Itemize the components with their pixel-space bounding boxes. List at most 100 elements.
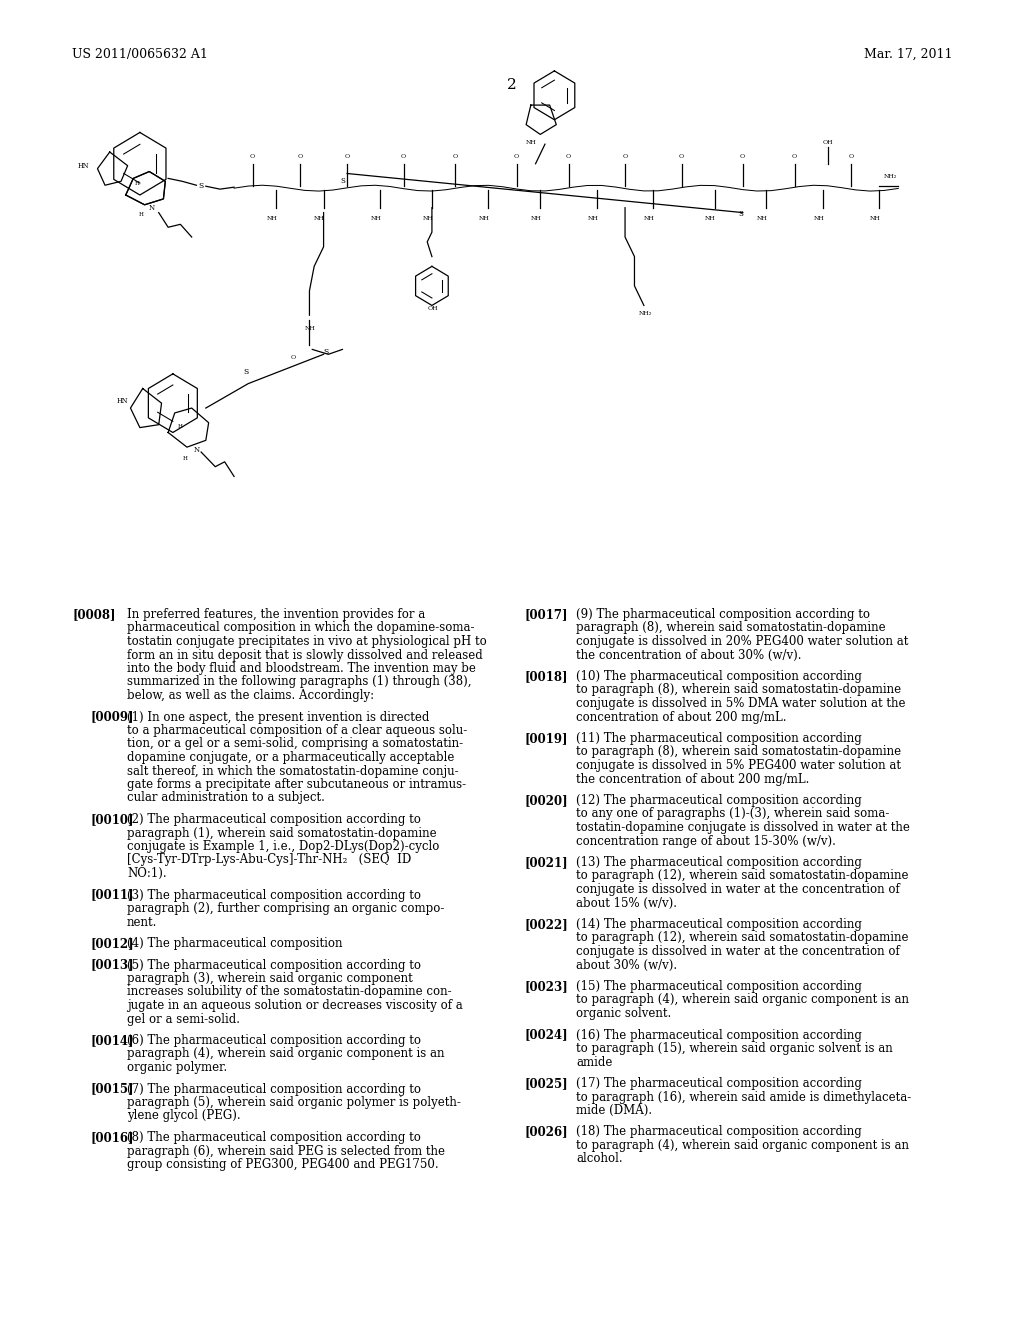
Text: [0016]: [0016]: [90, 1131, 133, 1144]
Text: NH: NH: [757, 215, 768, 220]
Text: paragraph (2), further comprising an organic compo-: paragraph (2), further comprising an org…: [127, 902, 444, 915]
Text: NH: NH: [479, 215, 489, 220]
Text: to paragraph (12), wherein said somatostatin-dopamine: to paragraph (12), wherein said somatost…: [575, 932, 908, 945]
Text: (13) The pharmaceutical composition according: (13) The pharmaceutical composition acco…: [575, 855, 862, 869]
Text: (4) The pharmaceutical composition: (4) The pharmaceutical composition: [127, 937, 342, 950]
Text: H: H: [134, 181, 139, 186]
Text: [Cys-Tyr-DTrp-Lys-Abu-Cys]-Thr-NH₂   (SEQ  ID: [Cys-Tyr-DTrp-Lys-Abu-Cys]-Thr-NH₂ (SEQ …: [127, 854, 412, 866]
Text: the concentration of about 200 mg/mL.: the concentration of about 200 mg/mL.: [575, 772, 809, 785]
Text: [0023]: [0023]: [524, 979, 567, 993]
Text: US 2011/0065632 A1: US 2011/0065632 A1: [72, 48, 208, 61]
Text: H: H: [182, 455, 187, 461]
Text: paragraph (6), wherein said PEG is selected from the: paragraph (6), wherein said PEG is selec…: [127, 1144, 445, 1158]
Text: NH: NH: [305, 326, 315, 331]
Text: NH: NH: [644, 215, 654, 220]
Text: NH: NH: [588, 215, 598, 220]
Text: concentration of about 200 mg/mL.: concentration of about 200 mg/mL.: [575, 710, 786, 723]
Text: amide: amide: [575, 1056, 612, 1068]
Text: tostatin-dopamine conjugate is dissolved in water at the: tostatin-dopamine conjugate is dissolved…: [575, 821, 910, 834]
Text: (15) The pharmaceutical composition according: (15) The pharmaceutical composition acco…: [575, 979, 862, 993]
Text: S: S: [244, 368, 249, 376]
Text: paragraph (5), wherein said organic polymer is polyeth-: paragraph (5), wherein said organic poly…: [127, 1096, 461, 1109]
Text: to paragraph (12), wherein said somatostatin-dopamine: to paragraph (12), wherein said somatost…: [575, 870, 908, 883]
Text: (8) The pharmaceutical composition according to: (8) The pharmaceutical composition accor…: [127, 1131, 421, 1144]
Text: In preferred features, the invention provides for a: In preferred features, the invention pro…: [127, 609, 425, 620]
Text: conjugate is Example 1, i.e., Dop2-DLys(Dop2)-cyclo: conjugate is Example 1, i.e., Dop2-DLys(…: [127, 840, 439, 853]
Text: [0011]: [0011]: [90, 888, 133, 902]
Text: into the body fluid and bloodstream. The invention may be: into the body fluid and bloodstream. The…: [127, 663, 476, 675]
Text: organic polymer.: organic polymer.: [127, 1061, 227, 1074]
Text: (3) The pharmaceutical composition according to: (3) The pharmaceutical composition accor…: [127, 888, 421, 902]
Text: O: O: [297, 154, 302, 158]
Text: about 30% (w/v).: about 30% (w/v).: [575, 958, 677, 972]
Text: O: O: [400, 154, 406, 158]
Text: nent.: nent.: [127, 916, 158, 928]
Text: cular administration to a subject.: cular administration to a subject.: [127, 792, 325, 804]
Text: [0010]: [0010]: [90, 813, 133, 826]
Text: below, as well as the claims. Accordingly:: below, as well as the claims. Accordingl…: [127, 689, 374, 702]
Text: NO:1).: NO:1).: [127, 867, 167, 880]
Text: NH: NH: [706, 215, 716, 220]
Text: (9) The pharmaceutical composition according to: (9) The pharmaceutical composition accor…: [575, 609, 870, 620]
Text: ylene glycol (PEG).: ylene glycol (PEG).: [127, 1110, 241, 1122]
Text: [0020]: [0020]: [524, 795, 567, 807]
Text: H: H: [138, 213, 143, 216]
Text: HN: HN: [117, 397, 128, 405]
Text: NH: NH: [314, 215, 325, 220]
Text: O: O: [565, 154, 570, 158]
Text: (5) The pharmaceutical composition according to: (5) The pharmaceutical composition accor…: [127, 958, 421, 972]
Text: S: S: [738, 210, 743, 218]
Text: S: S: [340, 177, 345, 185]
Text: (18) The pharmaceutical composition according: (18) The pharmaceutical composition acco…: [575, 1126, 862, 1138]
Text: S: S: [199, 182, 204, 190]
Text: concentration range of about 15-30% (w/v).: concentration range of about 15-30% (w/v…: [575, 834, 836, 847]
Text: O: O: [250, 154, 255, 158]
Text: NH: NH: [371, 215, 381, 220]
Text: paragraph (1), wherein said somatostatin-dopamine: paragraph (1), wherein said somatostatin…: [127, 826, 436, 840]
Text: O: O: [291, 355, 296, 360]
Text: jugate in an aqueous solution or decreases viscosity of a: jugate in an aqueous solution or decreas…: [127, 999, 463, 1012]
Text: [0008]: [0008]: [72, 609, 116, 620]
Text: tion, or a gel or a semi-solid, comprising a somatostatin-: tion, or a gel or a semi-solid, comprisi…: [127, 738, 463, 751]
Text: (2) The pharmaceutical composition according to: (2) The pharmaceutical composition accor…: [127, 813, 421, 826]
Text: O: O: [453, 154, 458, 158]
Text: pharmaceutical composition in which the dopamine-soma-: pharmaceutical composition in which the …: [127, 622, 474, 635]
Text: to paragraph (16), wherein said amide is dimethylaceta-: to paragraph (16), wherein said amide is…: [575, 1090, 911, 1104]
Text: [0015]: [0015]: [90, 1082, 133, 1096]
Text: (1) In one aspect, the present invention is directed: (1) In one aspect, the present invention…: [127, 710, 429, 723]
Text: salt thereof, in which the somatostatin-dopamine conju-: salt thereof, in which the somatostatin-…: [127, 764, 459, 777]
Text: NH: NH: [526, 140, 537, 145]
Text: [0025]: [0025]: [524, 1077, 567, 1090]
Text: Mar. 17, 2011: Mar. 17, 2011: [863, 48, 952, 61]
Text: OH: OH: [427, 306, 437, 312]
Text: NH: NH: [813, 215, 824, 220]
Text: (10) The pharmaceutical composition according: (10) The pharmaceutical composition acco…: [575, 671, 862, 682]
Text: (12) The pharmaceutical composition according: (12) The pharmaceutical composition acco…: [575, 795, 862, 807]
Text: [0013]: [0013]: [90, 958, 133, 972]
Text: paragraph (8), wherein said somatostatin-dopamine: paragraph (8), wherein said somatostatin…: [575, 622, 886, 635]
Text: NH: NH: [870, 215, 881, 220]
Text: conjugate is dissolved in water at the concentration of: conjugate is dissolved in water at the c…: [575, 883, 900, 896]
Text: group consisting of PEG300, PEG400 and PEG1750.: group consisting of PEG300, PEG400 and P…: [127, 1158, 438, 1171]
Text: (14) The pharmaceutical composition according: (14) The pharmaceutical composition acco…: [575, 917, 862, 931]
Text: paragraph (4), wherein said organic component is an: paragraph (4), wherein said organic comp…: [127, 1048, 444, 1060]
Text: (11) The pharmaceutical composition according: (11) The pharmaceutical composition acco…: [575, 733, 862, 744]
Text: [0014]: [0014]: [90, 1034, 133, 1047]
Text: NH: NH: [267, 215, 278, 220]
Text: NH₂: NH₂: [639, 312, 652, 317]
Text: increases solubility of the somatostatin-dopamine con-: increases solubility of the somatostatin…: [127, 986, 452, 998]
Text: N: N: [194, 446, 200, 454]
Text: (6) The pharmaceutical composition according to: (6) The pharmaceutical composition accor…: [127, 1034, 421, 1047]
Text: O: O: [679, 154, 684, 158]
Text: (16) The pharmaceutical composition according: (16) The pharmaceutical composition acco…: [575, 1028, 862, 1041]
Text: to paragraph (4), wherein said organic component is an: to paragraph (4), wherein said organic c…: [575, 1139, 909, 1152]
Text: gate forms a precipitate after subcutaneous or intramus-: gate forms a precipitate after subcutane…: [127, 777, 466, 791]
Text: [0026]: [0026]: [524, 1126, 567, 1138]
Text: to paragraph (8), wherein said somatostatin-dopamine: to paragraph (8), wherein said somatosta…: [575, 746, 901, 759]
Text: OH: OH: [823, 140, 834, 145]
Text: tostatin conjugate precipitates in vivo at physiological pH to: tostatin conjugate precipitates in vivo …: [127, 635, 486, 648]
Text: (17) The pharmaceutical composition according: (17) The pharmaceutical composition acco…: [575, 1077, 862, 1090]
Text: (7) The pharmaceutical composition according to: (7) The pharmaceutical composition accor…: [127, 1082, 421, 1096]
Text: the concentration of about 30% (w/v).: the concentration of about 30% (w/v).: [575, 648, 802, 661]
Text: O: O: [848, 154, 853, 158]
